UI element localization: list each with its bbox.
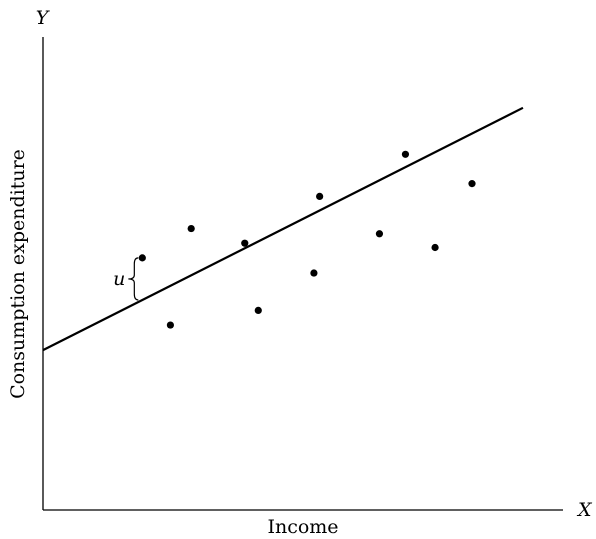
data-point-8 [375, 230, 384, 238]
regression-line [42, 106, 524, 352]
data-point-11 [468, 180, 476, 188]
residual-brace [128, 257, 139, 301]
data-point-9 [401, 150, 410, 158]
data-point-5 [254, 306, 262, 314]
y-axis-letter: Y [36, 7, 51, 29]
residual-label: u [113, 268, 125, 290]
data-point-6 [310, 269, 318, 277]
x-axis-letter: X [576, 499, 593, 521]
y-axis-title: Consumption expenditure [7, 149, 29, 399]
data-point-7 [316, 192, 324, 201]
data-point-10 [431, 243, 439, 252]
data-point-3 [187, 224, 195, 233]
data-point-2 [166, 321, 174, 329]
data-point-4 [241, 239, 249, 247]
data-point-1 [138, 254, 146, 262]
x-axis-title: Income [267, 516, 338, 538]
data-points-group [138, 150, 476, 329]
